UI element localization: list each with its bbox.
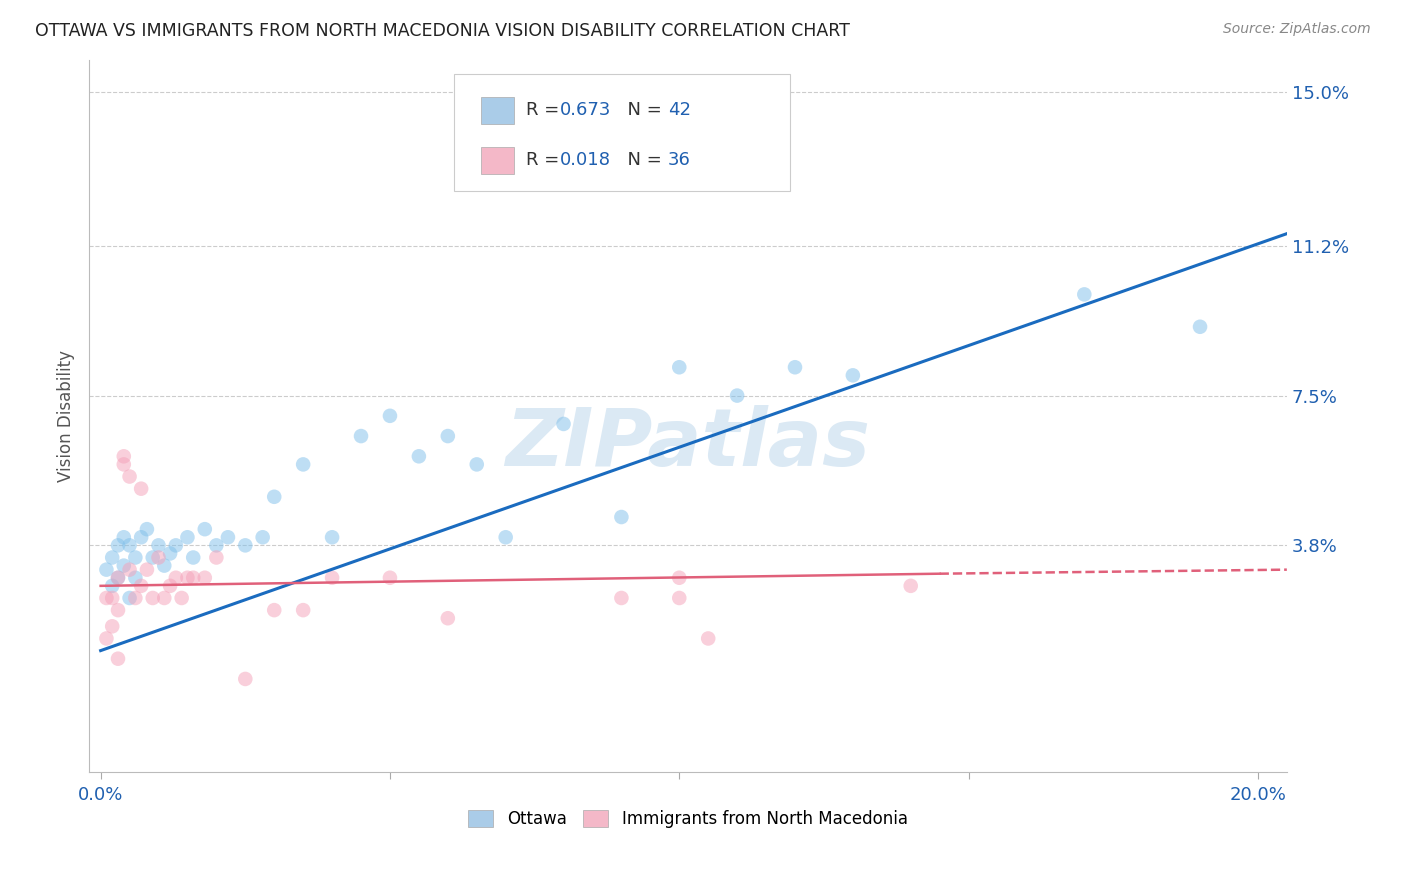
- Legend: Ottawa, Immigrants from North Macedonia: Ottawa, Immigrants from North Macedonia: [461, 804, 914, 835]
- Point: [129, 530, 152, 544]
- Point: [107, 571, 129, 585]
- Point: [292, 458, 315, 472]
- Text: 0.673: 0.673: [560, 101, 612, 120]
- Point: [1189, 319, 1212, 334]
- Point: [165, 571, 187, 585]
- Point: [842, 368, 865, 383]
- Point: [437, 611, 460, 625]
- Point: [181, 550, 204, 565]
- FancyBboxPatch shape: [481, 146, 515, 174]
- Point: [233, 538, 256, 552]
- Point: [101, 579, 124, 593]
- Point: [148, 550, 170, 565]
- Point: [101, 550, 124, 565]
- Text: Source: ZipAtlas.com: Source: ZipAtlas.com: [1223, 22, 1371, 37]
- Point: [263, 490, 285, 504]
- Point: [159, 579, 181, 593]
- Point: [129, 482, 152, 496]
- Point: [112, 458, 135, 472]
- Point: [437, 429, 460, 443]
- Point: [165, 538, 187, 552]
- Text: N =: N =: [616, 101, 668, 120]
- Point: [408, 450, 430, 464]
- Point: [118, 563, 141, 577]
- Point: [465, 458, 488, 472]
- Point: [96, 563, 118, 577]
- Point: [1073, 287, 1095, 301]
- Point: [118, 469, 141, 483]
- Point: [107, 651, 129, 665]
- Point: [194, 571, 217, 585]
- Point: [124, 591, 146, 605]
- Point: [107, 571, 129, 585]
- Point: [378, 571, 401, 585]
- Point: [553, 417, 575, 431]
- Text: N =: N =: [616, 151, 668, 169]
- Y-axis label: Vision Disability: Vision Disability: [58, 350, 75, 482]
- Point: [697, 632, 720, 646]
- Text: OTTAWA VS IMMIGRANTS FROM NORTH MACEDONIA VISION DISABILITY CORRELATION CHART: OTTAWA VS IMMIGRANTS FROM NORTH MACEDONI…: [35, 22, 851, 40]
- Point: [118, 591, 141, 605]
- Point: [205, 550, 228, 565]
- Text: R =: R =: [526, 101, 565, 120]
- Point: [668, 571, 690, 585]
- Point: [176, 530, 198, 544]
- Point: [321, 571, 343, 585]
- Point: [124, 550, 146, 565]
- Text: ZIPatlas: ZIPatlas: [505, 405, 870, 483]
- Text: 0.018: 0.018: [560, 151, 610, 169]
- Point: [153, 558, 176, 573]
- Point: [101, 619, 124, 633]
- Point: [112, 558, 135, 573]
- Point: [181, 571, 204, 585]
- Point: [292, 603, 315, 617]
- Point: [668, 591, 690, 605]
- Point: [610, 591, 633, 605]
- Point: [194, 522, 217, 536]
- Point: [159, 546, 181, 560]
- Point: [142, 591, 165, 605]
- Point: [668, 360, 690, 375]
- Text: 36: 36: [668, 151, 690, 169]
- Point: [142, 550, 165, 565]
- Point: [148, 538, 170, 552]
- Point: [112, 450, 135, 464]
- Point: [725, 388, 748, 402]
- Point: [217, 530, 239, 544]
- FancyBboxPatch shape: [481, 96, 515, 124]
- Point: [153, 591, 176, 605]
- Point: [233, 672, 256, 686]
- Point: [136, 563, 159, 577]
- Point: [252, 530, 274, 544]
- Point: [610, 510, 633, 524]
- Point: [263, 603, 285, 617]
- Point: [124, 571, 146, 585]
- Point: [107, 538, 129, 552]
- FancyBboxPatch shape: [454, 74, 790, 192]
- Point: [118, 538, 141, 552]
- Text: 42: 42: [668, 101, 690, 120]
- Point: [495, 530, 517, 544]
- Point: [96, 632, 118, 646]
- Point: [112, 530, 135, 544]
- Point: [205, 538, 228, 552]
- Point: [176, 571, 198, 585]
- Point: [96, 591, 118, 605]
- Point: [136, 522, 159, 536]
- Point: [350, 429, 373, 443]
- Point: [129, 579, 152, 593]
- Point: [378, 409, 401, 423]
- Text: R =: R =: [526, 151, 565, 169]
- Point: [321, 530, 343, 544]
- Point: [101, 591, 124, 605]
- Point: [783, 360, 806, 375]
- Point: [107, 603, 129, 617]
- Point: [170, 591, 193, 605]
- Point: [900, 579, 922, 593]
